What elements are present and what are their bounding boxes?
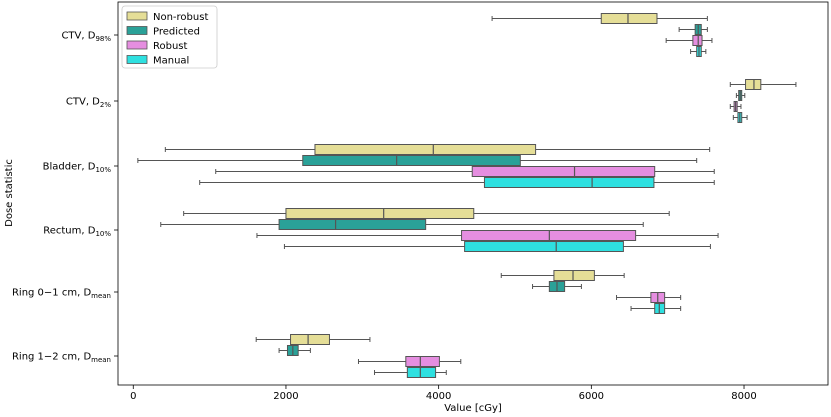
y-category-label: CTV, D2% xyxy=(66,97,111,110)
box-1-2 xyxy=(729,101,742,112)
box-1-3 xyxy=(732,112,748,123)
y-axis-label: Dose statistic xyxy=(4,159,15,227)
box-body xyxy=(290,334,330,345)
box-body xyxy=(600,13,658,24)
box-2-1 xyxy=(137,155,698,166)
legend-swatch xyxy=(126,11,148,21)
box-3-0 xyxy=(183,208,670,219)
legend-frame xyxy=(121,5,218,69)
y-category-label: Ring 1−2 cm, Dmean xyxy=(12,352,111,365)
x-tick-label: 2000 xyxy=(273,391,298,402)
box-4-0 xyxy=(500,270,625,281)
box-4-3 xyxy=(630,303,682,314)
x-tick-label: 6000 xyxy=(579,391,604,402)
box-0-3 xyxy=(690,46,707,57)
box-3-2 xyxy=(256,230,719,241)
box-body xyxy=(471,166,656,177)
x-axis: 0 2000 4000 6000 8000 xyxy=(130,385,757,402)
legend-swatch xyxy=(126,40,148,50)
box-2-0 xyxy=(164,144,711,155)
box-body xyxy=(461,230,637,241)
legend-swatch xyxy=(126,26,148,35)
box-body xyxy=(553,270,595,281)
box-body xyxy=(483,177,655,188)
box-body xyxy=(406,367,437,378)
box-body xyxy=(692,35,703,46)
y-category-label: Ring 0−1 cm, Dmean xyxy=(12,288,111,301)
y-category-label: CTV, D98% xyxy=(61,31,111,44)
x-tick-label: 4000 xyxy=(426,391,451,402)
box-body xyxy=(405,356,440,367)
y-category-label: Rectum, D10% xyxy=(43,226,111,239)
box-5-0 xyxy=(255,334,371,345)
box-0-1 xyxy=(678,24,708,35)
x-tick-label: 8000 xyxy=(731,391,756,402)
box-5-3 xyxy=(374,367,447,378)
box-0-2 xyxy=(665,35,713,46)
box-3-1 xyxy=(160,219,644,230)
legend-label: Manual xyxy=(153,56,189,67)
box-body xyxy=(302,155,521,166)
legend: Non-robust Predicted Robust Manual xyxy=(121,5,218,69)
box-body xyxy=(278,219,427,230)
box-1-1 xyxy=(735,90,746,101)
y-category-label: Bladder, D10% xyxy=(43,162,112,175)
x-axis-label: Value [cGy] xyxy=(444,403,502,414)
box-1-0 xyxy=(729,79,797,90)
legend-label: Non-robust xyxy=(153,12,208,23)
box-body xyxy=(285,208,475,219)
box-4-1 xyxy=(532,281,582,292)
box-body xyxy=(314,144,537,155)
box-3-3 xyxy=(283,241,711,252)
box-5-1 xyxy=(278,345,311,356)
box-2-3 xyxy=(199,177,715,188)
boxes-layer xyxy=(137,13,797,378)
x-tick-label: 0 xyxy=(130,391,136,402)
box-4-2 xyxy=(616,292,682,303)
box-5-2 xyxy=(357,356,462,367)
plot-area xyxy=(117,1,829,386)
legend-swatch xyxy=(126,55,148,64)
box-2-2 xyxy=(215,166,715,177)
legend-label: Robust xyxy=(153,41,188,52)
y-axis: CTV, D98% CTV, D2% Bladder, D10% Rectum, D1… xyxy=(12,31,118,365)
box-body xyxy=(745,79,762,90)
box-0-0 xyxy=(491,13,708,24)
legend-label: Predicted xyxy=(153,27,200,38)
box-body xyxy=(464,241,624,252)
